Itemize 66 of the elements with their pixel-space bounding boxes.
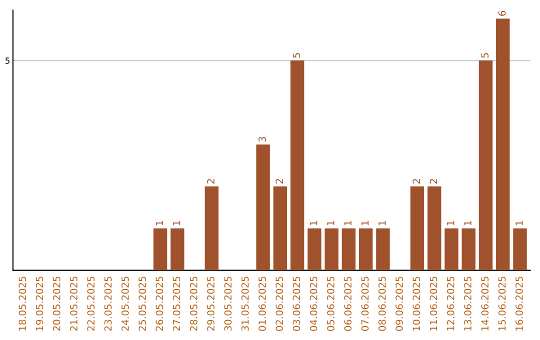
data-label: 3 xyxy=(258,136,266,142)
data-label: 1 xyxy=(464,220,472,226)
x-tick-label: 27.05.2025 xyxy=(172,276,180,331)
x-tick-label: 07.06.2025 xyxy=(361,276,369,331)
x-tick-label: 13.06.2025 xyxy=(464,276,472,330)
x-tick-label: 02.06.2025 xyxy=(276,276,284,331)
x-tick-label: 06.06.2025 xyxy=(344,276,352,331)
data-label: 2 xyxy=(207,179,214,184)
x-tick-label: 28.05.2025 xyxy=(190,276,198,331)
bar xyxy=(428,186,442,270)
x-tick-label: 10.06.2025 xyxy=(412,276,420,330)
x-tick-label: 21.05.2025 xyxy=(70,276,78,331)
x-tick-label: 20.05.2025 xyxy=(52,276,60,331)
data-label: 5 xyxy=(481,53,489,58)
data-label: 1 xyxy=(310,220,318,226)
x-tick-label: 15.06.2025 xyxy=(498,276,506,330)
data-label: 2 xyxy=(430,179,438,184)
x-tick-label: 09.06.2025 xyxy=(396,276,403,331)
x-tick-label: 11.06.2025 xyxy=(430,276,438,330)
bar xyxy=(513,228,527,270)
bar xyxy=(273,186,288,270)
data-label: 1 xyxy=(344,220,352,226)
bar xyxy=(376,228,390,270)
data-label: 5 xyxy=(292,53,300,58)
x-tick-label: 14.06.2025 xyxy=(481,276,489,330)
x-tick-label: 03.06.2025 xyxy=(292,276,300,331)
bar xyxy=(342,228,356,270)
x-tick-label: 30.05.2025 xyxy=(224,276,232,331)
bar xyxy=(308,228,322,270)
bar xyxy=(290,60,304,270)
x-tick-label: 19.05.2025 xyxy=(36,276,44,330)
x-tick-label: 18.05.2025 xyxy=(18,276,26,330)
x-tick-label: 12.06.2025 xyxy=(446,276,454,330)
bar xyxy=(153,228,168,270)
data-label: 1 xyxy=(378,220,386,226)
data-label: 6 xyxy=(498,10,506,16)
x-tick-label: 24.05.2025 xyxy=(121,276,129,331)
bar xyxy=(324,228,338,270)
x-tick-label: 16.06.2025 xyxy=(515,276,523,330)
bar xyxy=(478,60,493,270)
x-tick-label: 29.05.2025 xyxy=(207,276,214,331)
x-tick-label: 25.05.2025 xyxy=(138,276,146,331)
data-label: 1 xyxy=(173,220,180,226)
data-label: 1 xyxy=(156,220,163,226)
bar xyxy=(170,228,184,270)
x-tick-label: 22.05.2025 xyxy=(87,276,95,331)
x-tick-label: 31.05.2025 xyxy=(241,276,249,331)
data-label: 1 xyxy=(361,220,369,226)
data-label: 1 xyxy=(327,220,334,226)
data-label: 2 xyxy=(276,179,283,184)
bar xyxy=(410,186,424,270)
x-tick-label: 23.05.2025 xyxy=(104,276,112,331)
bar xyxy=(204,186,219,270)
x-tick-label: 08.06.2025 xyxy=(378,276,386,331)
x-tick-label: 01.06.2025 xyxy=(258,276,266,331)
data-label: 1 xyxy=(447,220,454,226)
bar xyxy=(462,228,476,270)
x-tick-label: 26.05.2025 xyxy=(156,276,164,331)
data-label: 2 xyxy=(412,179,420,184)
data-label: 1 xyxy=(516,220,523,226)
bar xyxy=(444,228,458,270)
bar xyxy=(496,18,510,270)
x-tick-label: 04.06.2025 xyxy=(310,276,318,331)
bar xyxy=(256,144,270,270)
x-tick-label: 05.06.2025 xyxy=(327,276,334,331)
bar xyxy=(358,228,373,270)
